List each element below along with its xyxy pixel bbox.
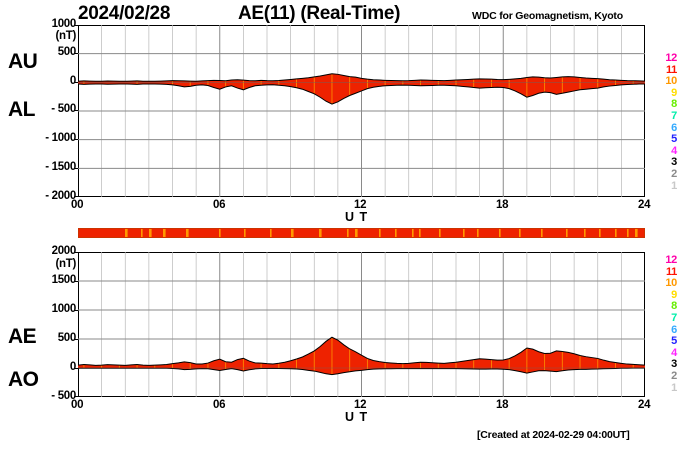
bottom-ytick-1000: [74, 310, 78, 311]
top-ylabel-0: 0: [69, 75, 76, 87]
top-xlabel-12: 12: [354, 199, 367, 211]
top-ylabel-m1000: - 1000: [45, 132, 76, 144]
k-level-11-bottom: 11: [665, 265, 677, 278]
au-al-waveform: [78, 25, 645, 197]
bottom-panel-label-ao: AO: [8, 368, 39, 391]
bottom-ytick-1500: [74, 281, 78, 282]
k-level-2-bottom: 2: [671, 369, 677, 382]
data-availability-bar: [78, 228, 645, 238]
top-ytick-m1500: [74, 168, 78, 169]
bottom-ytick-0: [74, 368, 78, 369]
k-level-9-top: 9: [671, 86, 677, 99]
bottom-panel-label-ae: AE: [8, 325, 37, 348]
chart-header: 2024/02/28 AE(11) (Real-Time) WDC for Ge…: [0, 0, 700, 26]
bottom-ylabel-2000: 2000: [51, 245, 77, 257]
bottom-ytick-500: [74, 339, 78, 340]
k-level-3-bottom: 3: [671, 358, 677, 371]
au-al-plot-panel: [78, 25, 645, 197]
k-level-12-bottom: 12: [665, 254, 677, 266]
bottom-ylabel-1500: 1500: [51, 274, 77, 286]
k-level-5-bottom: 5: [671, 335, 677, 348]
top-ylabel-1000: 1000: [51, 18, 77, 30]
bottom-xlabel-00: 00: [71, 399, 84, 411]
bottom-xaxis-title: U T: [345, 410, 369, 424]
bottom-yaxis-unit: (nT): [55, 258, 76, 270]
top-ylabel-m500: - 500: [51, 103, 76, 115]
top-ytick-m500: [74, 110, 78, 111]
top-ytick-m1000: [74, 139, 78, 140]
top-ytick-m2000: [74, 196, 78, 197]
ae-ao-waveform: [78, 252, 645, 397]
top-ylabel-m2000: - 2000: [45, 190, 76, 202]
bottom-ylabel-m500: - 500: [51, 390, 76, 402]
bottom-xlabel-24: 24: [638, 399, 651, 411]
k-level-9-bottom: 9: [671, 288, 677, 301]
bottom-ylabel-500: 500: [57, 332, 77, 344]
k-level-8-bottom: 8: [671, 300, 677, 313]
top-xaxis-title: U T: [345, 210, 369, 224]
k-level-6-top: 6: [671, 121, 677, 134]
top-xlabel-24: 24: [638, 199, 651, 211]
top-xlabel-18: 18: [496, 199, 509, 211]
header-organization: WDC for Geomagnetism, Kyoto: [472, 10, 623, 22]
bottom-ytick-2000: [74, 252, 78, 253]
k-level-2-top: 2: [671, 167, 677, 180]
k-level-7-top: 7: [671, 109, 677, 122]
k-level-1-bottom: 1: [671, 381, 677, 394]
page-title: AE(11) (Real-Time): [238, 3, 401, 24]
k-level-10-bottom: 10: [665, 277, 677, 290]
availability-stripes: [79, 229, 644, 237]
header-date: 2024/02/28: [78, 3, 171, 24]
k-level-4-bottom: 4: [671, 346, 677, 359]
k-level-6-bottom: 6: [671, 323, 677, 336]
k-level-7-bottom: 7: [671, 311, 677, 324]
k-level-3-top: 3: [671, 156, 677, 169]
k-level-12-top: 12: [665, 52, 677, 64]
created-timestamp: [Created at 2024-02-29 04:00UT]: [477, 429, 630, 441]
k-level-11-top: 11: [665, 63, 677, 76]
bottom-xlabel-06: 06: [213, 399, 226, 411]
top-ylabel-m1500: - 1500: [45, 161, 76, 173]
top-yaxis-unit: (nT): [55, 30, 76, 42]
top-xlabel-06: 06: [213, 199, 226, 211]
k-index-scale-top: 12 11 10 9 8 7 6 5 4 3 2 1: [655, 52, 677, 192]
k-level-1-top: 1: [671, 179, 677, 192]
k-level-4-top: 4: [671, 144, 677, 157]
top-panel-label-au: AU: [8, 50, 38, 73]
top-xlabel-00: 00: [71, 199, 84, 211]
bottom-xlabel-18: 18: [496, 399, 509, 411]
bottom-ylabel-0: 0: [69, 361, 76, 373]
top-ytick-500: [74, 53, 78, 54]
k-index-scale-bottom: 12 11 10 9 8 7 6 5 4 3 2 1: [655, 254, 677, 394]
bottom-xlabel-12: 12: [354, 399, 367, 411]
k-level-5-top: 5: [671, 133, 677, 146]
k-level-10-top: 10: [665, 75, 677, 88]
top-ytick-1000: [74, 25, 78, 26]
top-ylabel-500: 500: [57, 46, 77, 58]
bottom-ytick-m500: [74, 396, 78, 397]
bottom-ylabel-1000: 1000: [51, 303, 77, 315]
top-ytick-0: [74, 82, 78, 83]
top-panel-label-al: AL: [8, 98, 36, 121]
ae-ao-plot-panel: [78, 252, 645, 397]
k-level-8-top: 8: [671, 98, 677, 111]
